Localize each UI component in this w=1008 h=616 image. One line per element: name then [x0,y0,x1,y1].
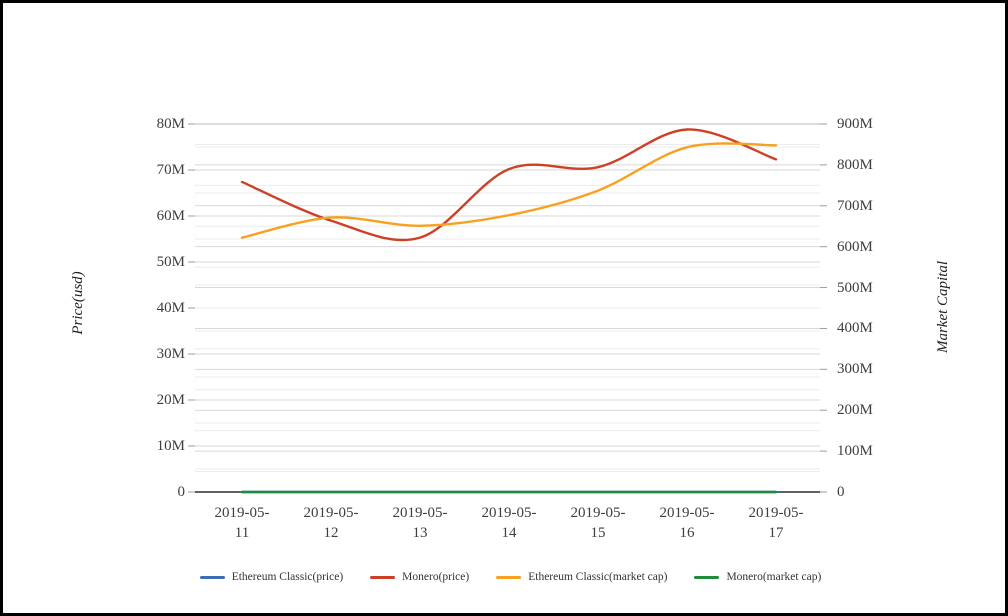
x-tick-line2: 15 [590,525,606,541]
legend: Ethereum Classic(price) Monero(price) Ethe… [198,566,823,588]
left-axis-tick-label: 0 [177,484,186,500]
x-axis-tick-label: 2019-05- 15 [550,503,646,543]
x-axis-tick-label: 2019-05- 16 [639,503,735,543]
right-axis-tick-label: 600M [837,238,873,255]
left-axis-tick-label: 10M [156,438,185,454]
x-tick-line1: 2019-05- [570,505,626,521]
legend-item-0[interactable]: Ethereum Classic(price) [199,571,344,583]
left-axis-tick-label: 80M [156,116,185,132]
x-axis-tick-label: 2019-05- 14 [461,503,557,543]
x-axis-tick-label: 2019-05- 11 [194,503,290,543]
legend-item-label: Ethereum Classic(market cap) [528,571,668,583]
left-axis-tick-label: 50M [156,254,185,270]
x-tick-line1: 2019-05- [748,505,804,521]
x-tick-line1: 2019-05- [214,505,270,521]
right-axis-tick-label: 300M [837,361,873,378]
right-axis-tick-label: 900M [837,116,873,132]
chart-canvas [188,123,827,494]
left-axis-tick-label: 20M [156,392,185,408]
series-line-1 [240,128,778,242]
price-axis-title: Price(usd) [70,271,86,335]
x-tick-line2: 12 [323,525,339,541]
right-axis-tick-label: 200M [837,402,873,419]
x-tick-line2: 13 [412,525,428,541]
x-tick-line2: 14 [501,525,517,541]
x-tick-line1: 2019-05- [659,505,715,521]
left-axis-tick-label: 40M [156,300,185,316]
market-capital-axis-title: Market Capital [935,260,951,354]
series-line-2 [240,142,778,239]
legend-line-swatch-icon [199,575,225,579]
x-tick-line2: 17 [768,525,784,541]
legend-item-label: Monero(price) [402,571,470,583]
x-tick-line2: 11 [234,525,250,541]
right-axis-tick-label: 700M [837,197,873,214]
x-tick-line1: 2019-05- [481,505,537,521]
x-axis-tick-label: 2019-05- 13 [372,503,468,543]
right-axis-tick-label: 800M [837,156,873,173]
legend-line-swatch-icon [496,575,522,579]
right-axis-tick-label: 400M [837,320,873,337]
left-axis-tick-label: 30M [156,346,185,362]
x-tick-line2: 16 [679,525,695,541]
x-tick-line1: 2019-05- [392,505,448,521]
right-axis-tick-label: 100M [837,443,873,460]
x-tick-line1: 2019-05- [303,505,359,521]
x-axis-tick-label: 2019-05- 12 [283,503,379,543]
legend-item-label: Monero(market cap) [726,571,822,583]
x-axis-tick-label: 2019-05- 17 [728,503,824,543]
legend-item-1[interactable]: Monero(price) [370,571,469,583]
legend-line-swatch-icon [694,575,720,579]
right-axis-tick-label: 0 [837,484,845,500]
legend-item-3[interactable]: Monero(market cap) [694,571,821,583]
legend-item-2[interactable]: Ethereum Classic(market cap) [496,571,667,583]
left-axis-tick-label: 70M [156,162,185,178]
legend-line-swatch-icon [370,575,396,579]
legend-item-label: Ethereum Classic(price) [231,571,344,583]
left-axis-tick-label: 60M [156,208,185,224]
right-axis-tick-label: 500M [837,279,873,296]
